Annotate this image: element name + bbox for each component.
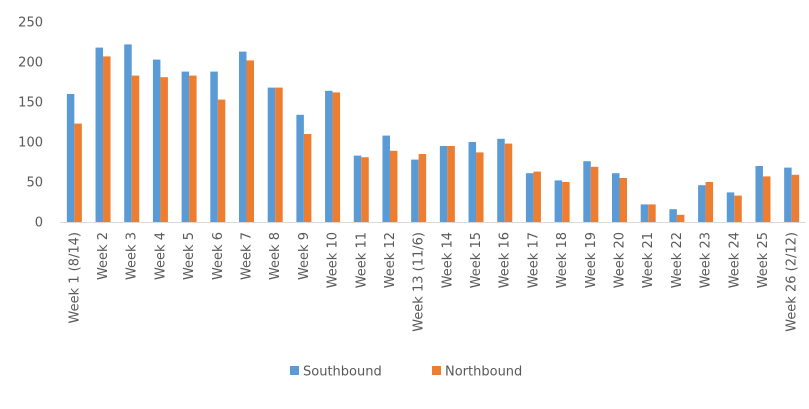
bar-southbound <box>525 173 534 222</box>
bar-northbound <box>590 166 599 222</box>
x-tick-label: Week 2 <box>96 232 111 280</box>
bar-northbound <box>734 195 742 222</box>
legend-label-northbound: Northbound <box>445 365 522 380</box>
x-tick-label: Week 23 <box>699 232 714 288</box>
bar-southbound <box>755 166 763 222</box>
bar-southbound <box>439 146 448 222</box>
bar-southbound <box>726 192 735 222</box>
x-tick-label: Week 18 <box>555 232 570 288</box>
x-tick-label: Week 21 <box>641 232 656 288</box>
x-axis-ticks: Week 1 (8/14) Week 2 Week 3 Week 4 Week 5 Wee… <box>67 232 799 332</box>
x-tick-label: Week 22 <box>670 232 685 288</box>
y-tick-label: 200 <box>18 56 43 71</box>
x-tick-label: Week 7 <box>240 232 255 280</box>
bar-southbound <box>669 209 677 222</box>
bar-southbound <box>325 90 333 222</box>
bar-northbound <box>246 60 254 223</box>
bar-northbound <box>275 87 283 222</box>
x-tick-label: Week 19 <box>584 232 599 288</box>
bar-northbound <box>332 92 341 223</box>
bar-southbound <box>468 142 477 222</box>
x-tick-label: Week 15 <box>469 232 484 288</box>
bar-northbound <box>447 146 455 222</box>
bar-southbound <box>66 94 75 222</box>
y-axis-ticks: 0 50 100 150 200 250 <box>18 16 43 231</box>
x-tick-label: Week 1 (8/14) <box>67 232 82 324</box>
bar-southbound <box>554 180 563 222</box>
bar-southbound <box>210 71 218 222</box>
bar-southbound <box>296 114 304 222</box>
bar-northbound <box>131 75 140 222</box>
bar-northbound <box>103 56 111 223</box>
x-tick-label: Week 24 <box>727 232 742 288</box>
bar-northbound <box>361 157 369 222</box>
bar-southbound <box>698 185 706 222</box>
x-tick-label: Week 17 <box>526 232 541 288</box>
bar-northbound <box>476 152 484 222</box>
y-tick-label: 150 <box>18 96 43 111</box>
bar-southbound <box>124 44 132 223</box>
x-tick-label: Week 14 <box>440 232 455 288</box>
x-tick-label: Week 16 <box>498 232 513 288</box>
bar-northbound <box>189 75 197 222</box>
bar-northbound <box>676 214 685 222</box>
bar-northbound <box>418 154 427 222</box>
bar-southbound <box>152 59 161 222</box>
bars <box>66 44 800 223</box>
bar-northbound <box>705 182 714 222</box>
bar-southbound <box>612 173 620 222</box>
y-tick-label: 0 <box>35 216 43 231</box>
legend-swatch-northbound <box>432 366 441 375</box>
legend-label-southbound: Southbound <box>303 365 382 380</box>
bar-southbound <box>497 138 505 222</box>
x-tick-label: Week 13 (11/6) <box>412 232 427 332</box>
bar-northbound <box>504 143 513 222</box>
x-tick-label: Week 3 <box>125 232 140 280</box>
bar-southbound <box>353 155 362 222</box>
x-tick-label: Week 9 <box>297 232 312 280</box>
x-tick-label: Week 6 <box>211 232 226 280</box>
y-tick-label: 50 <box>26 176 43 191</box>
bar-southbound <box>411 159 419 222</box>
bar-southbound <box>95 47 104 222</box>
bar-northbound <box>762 176 771 222</box>
bar-northbound <box>533 171 541 222</box>
legend: Southbound Northbound <box>290 365 522 380</box>
x-tick-label: Week 12 <box>383 232 398 288</box>
bar-northbound <box>791 174 800 222</box>
bar-northbound <box>648 204 656 222</box>
x-tick-label: Week 10 <box>326 232 341 288</box>
x-tick-label: Week 8 <box>268 232 283 280</box>
bar-northbound <box>562 182 570 222</box>
x-tick-label: Week 4 <box>153 232 168 280</box>
bar-northbound <box>217 99 226 222</box>
legend-swatch-southbound <box>290 366 299 375</box>
bar-southbound <box>640 204 649 222</box>
x-tick-label: Week 5 <box>182 232 197 280</box>
y-tick-label: 100 <box>18 136 43 151</box>
bar-northbound <box>389 150 398 222</box>
bar-southbound <box>267 87 276 222</box>
bar-southbound <box>382 135 390 222</box>
y-tick-label: 250 <box>18 16 43 31</box>
bar-southbound <box>583 161 591 222</box>
bar-northbound <box>303 134 312 222</box>
bar-northbound <box>619 178 627 222</box>
bar-northbound <box>160 77 168 222</box>
bar-northbound <box>74 123 82 222</box>
bar-southbound <box>784 167 792 222</box>
x-tick-label: Week 20 <box>613 232 628 288</box>
bar-southbound <box>239 51 247 222</box>
x-tick-label: Week 11 <box>354 232 369 288</box>
bar-southbound <box>181 71 190 222</box>
x-tick-label: Week 25 <box>756 232 771 288</box>
x-tick-label: Week 26 (2/12) <box>785 232 800 332</box>
